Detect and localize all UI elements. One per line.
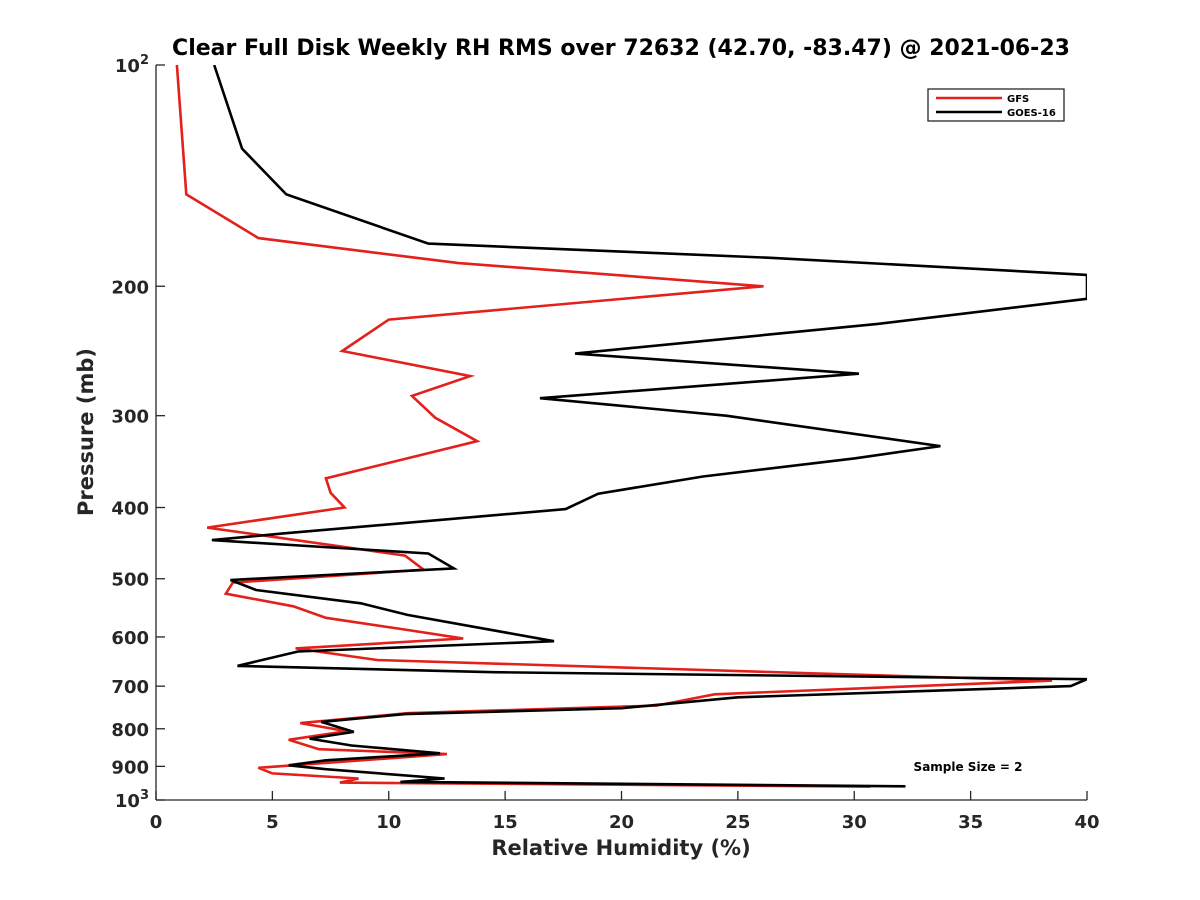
x-tick-label: 0 — [150, 812, 163, 833]
chart-title: Clear Full Disk Weekly RH RMS over 72632… — [172, 36, 1070, 61]
y-tick-label: 300 — [111, 407, 149, 428]
y-tick-label: 700 — [111, 677, 149, 698]
y-tick-label: 103 — [115, 788, 149, 812]
x-tick-label: 40 — [1074, 812, 1099, 833]
series-line-gfs — [175, 65, 1053, 788]
y-tick-label: 400 — [111, 499, 149, 520]
y-tick-label: 600 — [111, 628, 149, 649]
x-tick-label: 35 — [958, 812, 983, 833]
y-tick-label: 800 — [111, 720, 149, 741]
y-tick-label: 500 — [111, 570, 149, 591]
y-axis-label: Pressure (mb) — [74, 348, 98, 516]
y-tick-label: 102 — [115, 53, 149, 77]
y-tick-label: 900 — [111, 757, 149, 778]
legend-label-gfs: GFS — [1007, 94, 1029, 105]
sample-size-annotation: Sample Size = 2 — [914, 760, 1023, 774]
x-tick-label: 5 — [266, 812, 279, 833]
axes: 0 5 10 15 20 25 30 35 40 102 200 300 400 500 600 700 800… — [111, 53, 1099, 833]
legend-label-goes-16: GOES-16 — [1007, 108, 1056, 119]
x-tick-label: 15 — [493, 812, 518, 833]
x-tick-label: 30 — [842, 812, 867, 833]
x-tick-label: 25 — [725, 812, 750, 833]
x-tick-label: 10 — [376, 812, 401, 833]
x-axis-label: Relative Humidity (%) — [491, 836, 750, 860]
x-tick-label: 20 — [609, 812, 634, 833]
legend: GFS GOES-16 — [927, 88, 1065, 122]
series-line-goes-16 — [211, 65, 1087, 788]
y-tick-label: 200 — [111, 277, 149, 298]
legend-box — [927, 88, 1065, 122]
plot-area — [175, 65, 1087, 788]
